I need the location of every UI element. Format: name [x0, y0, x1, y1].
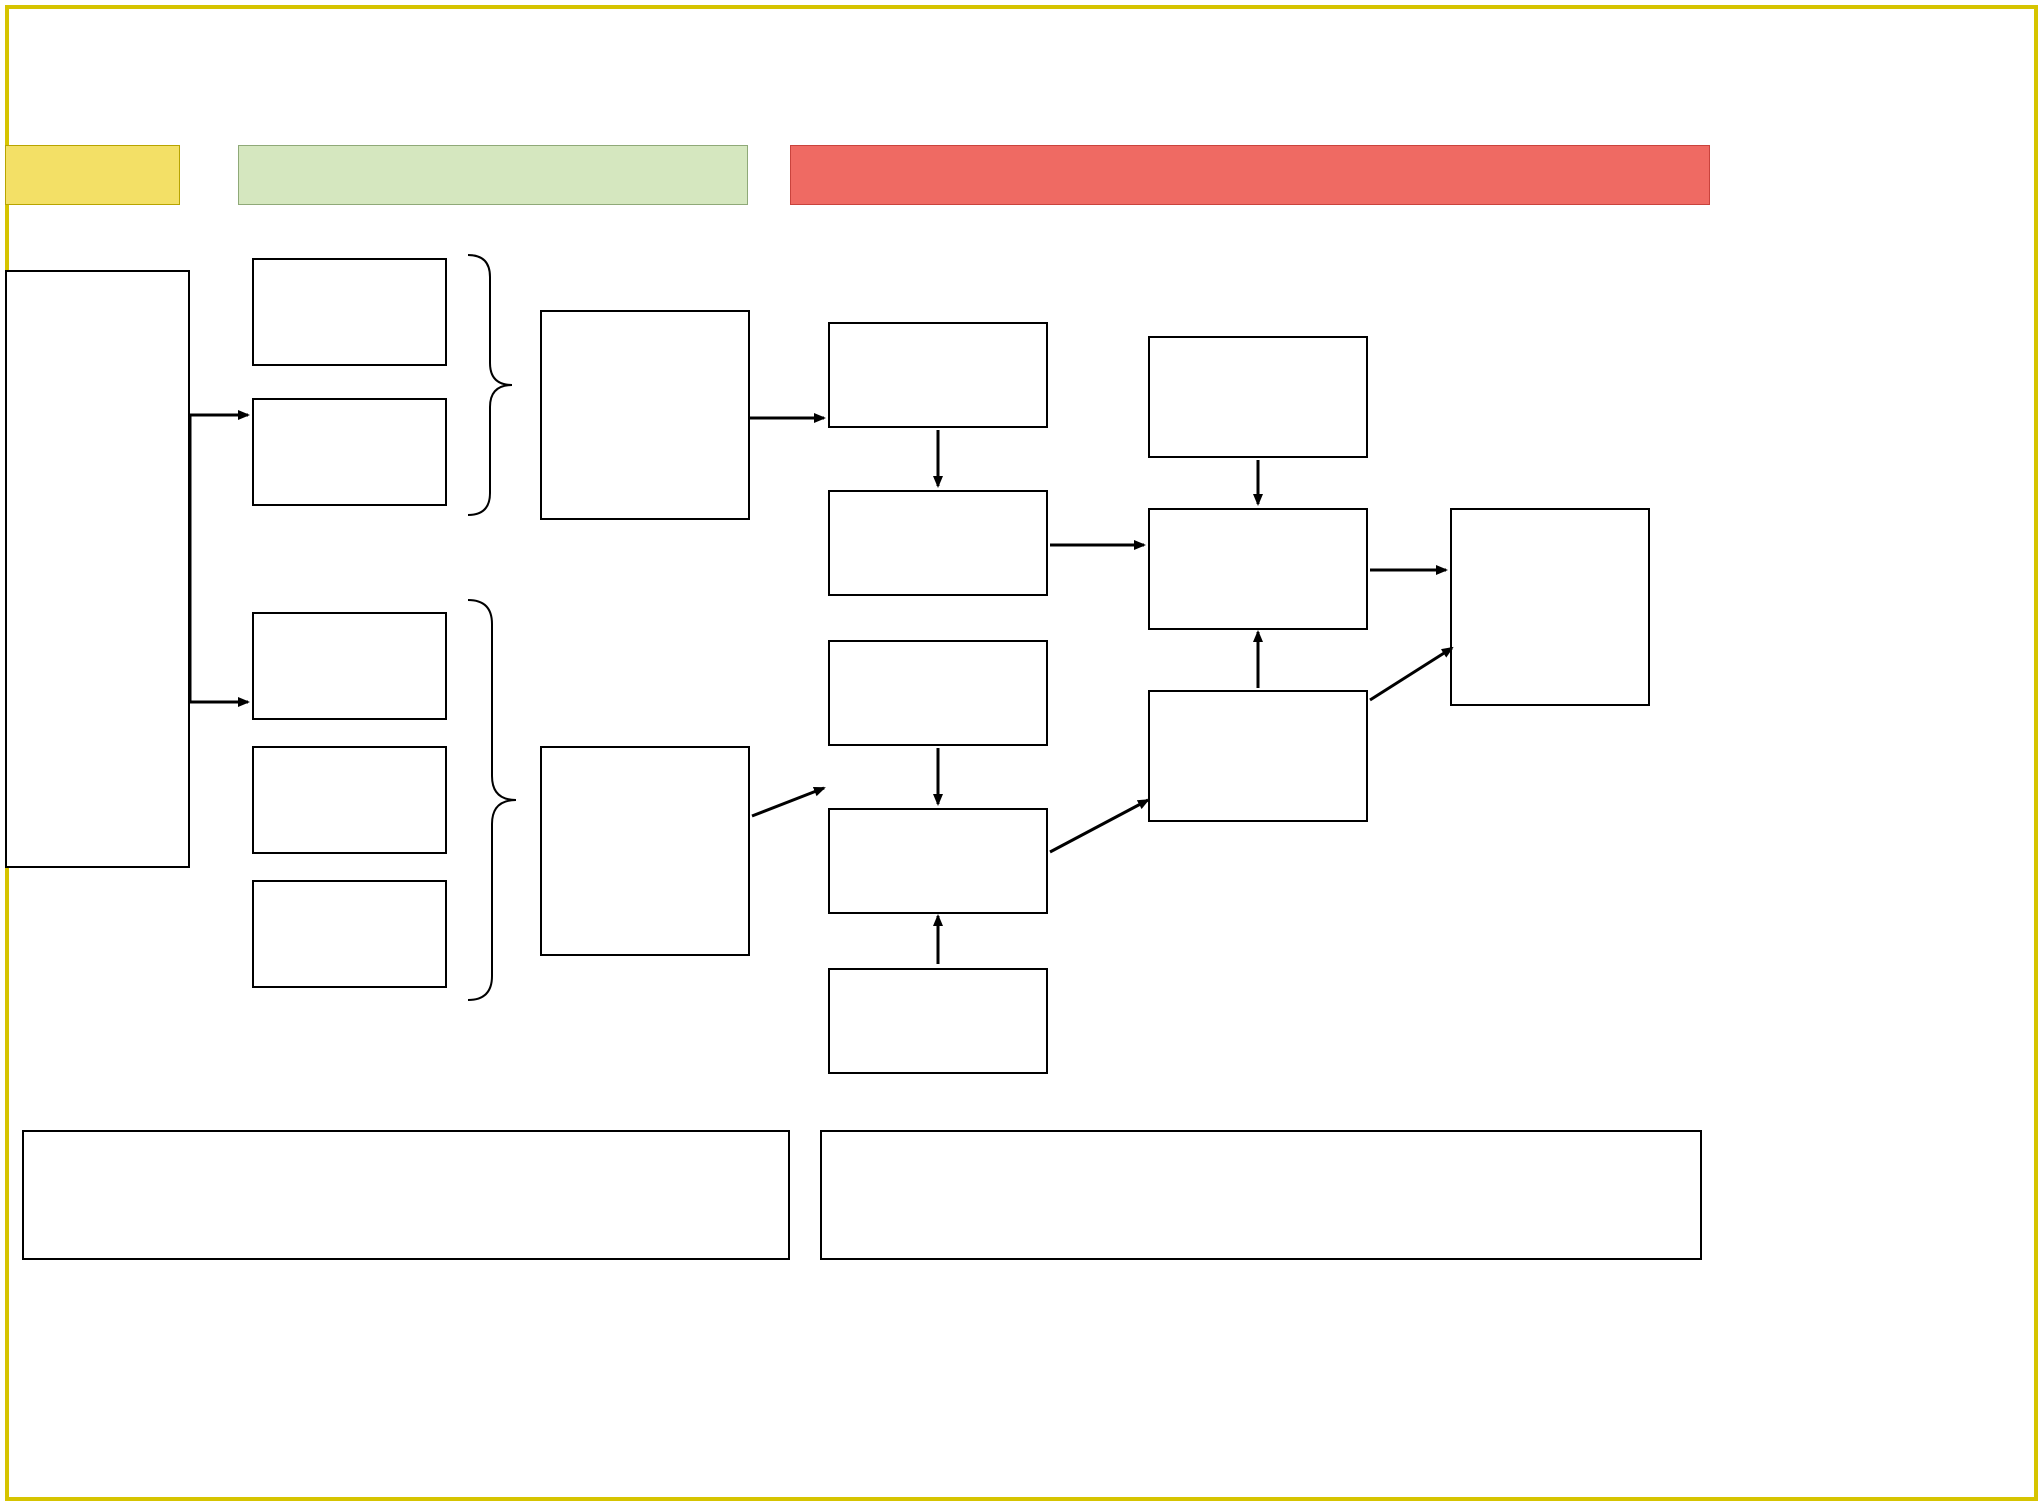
bar-green: [238, 145, 748, 205]
node-c3: [828, 640, 1048, 746]
node-foot2: [820, 1130, 1702, 1260]
node-root: [5, 270, 190, 868]
node-c1: [828, 322, 1048, 428]
node-b2: [252, 746, 447, 854]
node-g1: [540, 310, 750, 520]
bar-red: [790, 145, 1710, 205]
node-c2: [828, 490, 1048, 596]
node-d3: [1148, 690, 1368, 822]
node-c5: [828, 968, 1048, 1074]
node-d1: [1148, 336, 1368, 458]
node-b3: [252, 880, 447, 988]
node-c4: [828, 808, 1048, 914]
node-g2: [540, 746, 750, 956]
bar-yellow: [5, 145, 180, 205]
node-a1: [252, 258, 447, 366]
node-d2: [1148, 508, 1368, 630]
diagram-stage: [0, 0, 2043, 1506]
node-e1: [1450, 508, 1650, 706]
node-a2: [252, 398, 447, 506]
node-foot1: [22, 1130, 790, 1260]
node-b1: [252, 612, 447, 720]
